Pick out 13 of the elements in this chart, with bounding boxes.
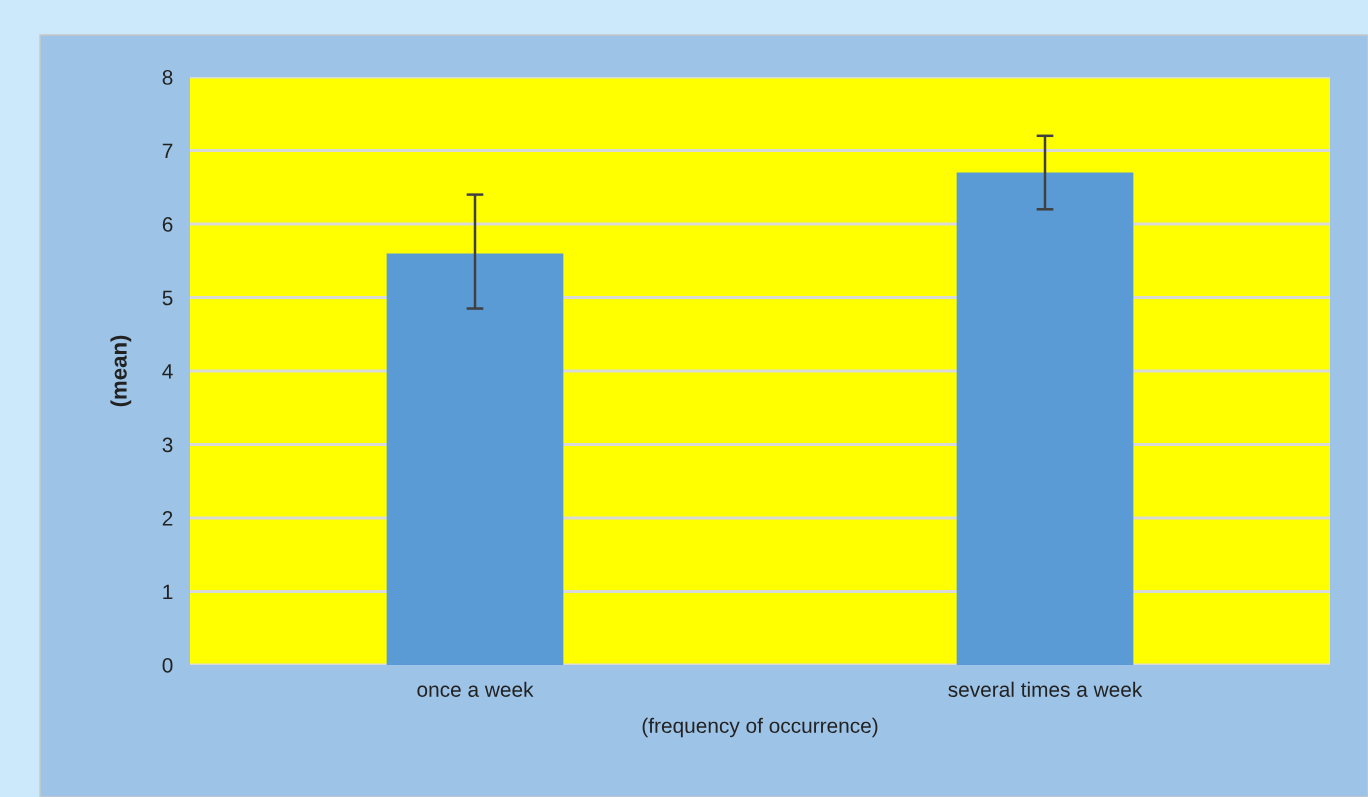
y-tick-label: 7: [162, 143, 173, 159]
y-tick-label: 4: [162, 364, 173, 379]
y-tick-label: 5: [162, 290, 173, 306]
y-tick-label: 0: [162, 658, 173, 673]
x-tick-label: once a week: [417, 681, 534, 697]
x-tick-label: several times a week: [948, 681, 1143, 697]
y-tick-label: 3: [162, 437, 173, 453]
y-axis-title: (mean): [110, 335, 132, 407]
x-axis-title: (frequency of occurrence): [642, 717, 878, 738]
y-tick-label: 2: [162, 511, 173, 526]
y-tick-label: 1: [163, 584, 173, 600]
y-tick-label: 8: [162, 70, 173, 85]
y-tick-label: 6: [162, 217, 173, 232]
